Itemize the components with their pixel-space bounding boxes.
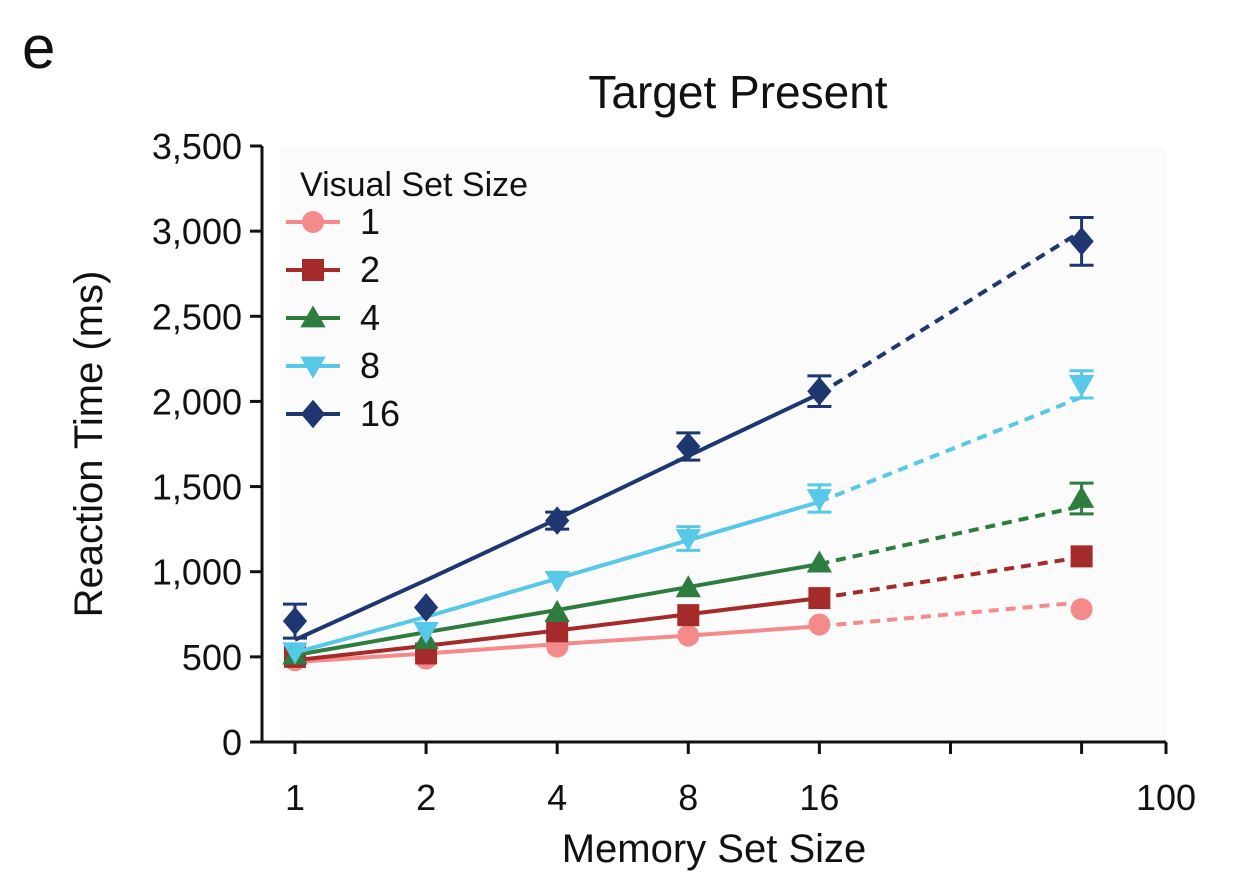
data-point-4	[544, 599, 570, 622]
data-point-16	[676, 432, 701, 461]
chart-title: Target Present	[588, 66, 887, 118]
data-point-16	[545, 506, 570, 535]
legend-swatch-marker	[300, 399, 326, 429]
x-tick-label: 4	[547, 777, 567, 818]
legend-swatch-marker	[300, 305, 326, 328]
y-tick-label: 1,500	[152, 467, 242, 508]
extrapolation-line-8	[818, 395, 1083, 504]
y-ticks: 0 500 1,000 1,500 2,000 2,500 3,000 3,500	[152, 126, 262, 763]
data-point-16	[807, 376, 832, 406]
x-tick-label: 1	[285, 777, 305, 818]
y-tick-label: 0	[222, 722, 242, 763]
legend-label: 1	[360, 201, 380, 242]
y-tick-label: 3,500	[152, 126, 242, 167]
extrapolation-line-1	[819, 600, 1082, 629]
data-point-16	[282, 606, 308, 636]
legend-item-1: 1	[286, 201, 380, 242]
legend-item-2: 2	[286, 249, 380, 290]
legend-label: 4	[360, 297, 380, 338]
data-point-2	[1070, 545, 1093, 568]
x-tick-label: 8	[678, 777, 698, 818]
legend-item-16: 16	[286, 393, 400, 434]
extrapolation-line-16	[818, 229, 1083, 396]
data-point-1	[677, 624, 700, 647]
x-tick-label: 100	[1136, 777, 1196, 818]
x-tick-label: 16	[799, 777, 839, 818]
x-ticks: 1 2 4 8 16 100	[285, 742, 1196, 818]
data-point-16	[1069, 227, 1094, 256]
extrapolation-line-4	[818, 504, 1083, 567]
data-point-8	[282, 642, 308, 665]
x-axis-label: Memory Set Size	[562, 827, 867, 871]
data-point-4	[806, 550, 833, 573]
data-point-2	[808, 587, 831, 610]
data-point-1	[808, 613, 831, 636]
legend-swatch-marker	[300, 356, 326, 379]
extrapolation-line-2	[819, 555, 1082, 601]
data-point-8	[675, 529, 701, 552]
legend-item-8: 8	[286, 345, 380, 386]
legend-label: 8	[360, 345, 380, 386]
y-tick-label: 500	[182, 637, 242, 678]
legend-swatch-marker	[302, 211, 324, 233]
data-point-4	[675, 575, 701, 598]
legend-label: 2	[360, 249, 380, 290]
data-point-4	[1068, 485, 1095, 508]
data-point-16	[413, 593, 439, 622]
legend-label: 16	[360, 393, 400, 434]
data-point-2	[677, 604, 700, 627]
y-axis-label: Reaction Time (ms)	[67, 271, 111, 618]
legend: Visual Set Size 1 2 4 8 16	[282, 156, 528, 456]
y-tick-label: 2,000	[152, 381, 242, 422]
x-tick-label: 2	[416, 777, 436, 818]
y-tick-label: 2,500	[152, 296, 242, 337]
legend-title: Visual Set Size	[300, 166, 528, 204]
legend-item-4: 4	[286, 297, 380, 338]
data-point-8	[544, 570, 570, 593]
legend-swatch-marker	[302, 259, 324, 281]
series-16	[282, 216, 1094, 642]
series-8	[282, 369, 1095, 665]
data-point-2	[546, 620, 569, 643]
data-point-1	[1070, 598, 1093, 621]
data-point-8	[413, 621, 439, 644]
y-tick-label: 1,000	[152, 552, 242, 593]
panel-label: e	[22, 14, 55, 81]
series-layer	[282, 216, 1095, 672]
data-point-8	[1068, 375, 1095, 398]
data-point-8	[806, 489, 833, 512]
y-tick-label: 3,000	[152, 211, 242, 252]
